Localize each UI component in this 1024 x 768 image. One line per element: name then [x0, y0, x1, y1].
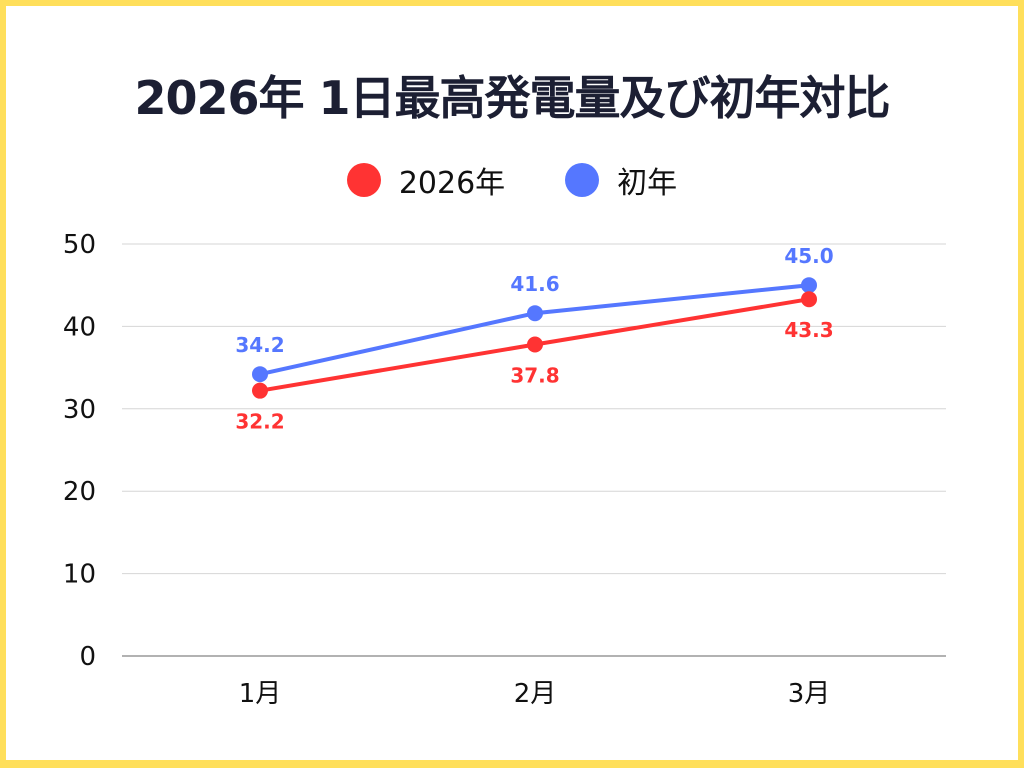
x-tick-label: 2月 — [514, 679, 557, 709]
data-label: 32.2 — [235, 410, 284, 434]
data-point — [252, 382, 268, 399]
data-point — [252, 366, 268, 383]
data-label: 37.8 — [510, 364, 559, 388]
data-point — [527, 336, 543, 353]
series-lines — [252, 277, 817, 399]
gridlines — [122, 243, 946, 657]
data-label: 41.6 — [510, 272, 559, 296]
legend-item-first-year: 初年 — [565, 158, 677, 202]
legend-marker-first-year-icon — [565, 163, 600, 197]
chart-legend: 2026年 初年 — [0, 158, 1024, 202]
x-tick-label: 1月 — [239, 679, 282, 709]
y-axis: 0 10 20 30 40 50 — [63, 230, 96, 672]
legend-label-first-year: 初年 — [617, 166, 678, 201]
x-axis: 1月 2月 3月 — [239, 679, 831, 709]
y-tick-label: 0 — [79, 642, 96, 672]
y-tick-label: 50 — [63, 230, 96, 260]
x-tick-label: 3月 — [788, 679, 831, 709]
legend-item-2026: 2026年 — [346, 158, 506, 202]
chart-title: 2026年 1日最高発電量及び初年対比 — [134, 71, 890, 125]
y-tick-label: 40 — [63, 312, 96, 342]
y-tick-label: 20 — [63, 477, 96, 507]
data-point — [527, 305, 543, 322]
series-line — [259, 283, 810, 377]
data-label: 45.0 — [784, 244, 833, 268]
data-label: 43.3 — [784, 318, 833, 342]
legend-marker-2026-icon — [346, 163, 381, 197]
chart-card — [6, 6, 1018, 760]
y-tick-label: 30 — [63, 395, 96, 425]
y-tick-label: 10 — [63, 560, 96, 590]
data-point — [801, 277, 817, 294]
data-labels: 34.2 41.6 45.0 32.2 37.8 43.3 — [235, 244, 833, 433]
data-label: 34.2 — [235, 333, 284, 357]
legend-label-2026: 2026年 — [398, 166, 506, 201]
data-point — [801, 291, 817, 308]
